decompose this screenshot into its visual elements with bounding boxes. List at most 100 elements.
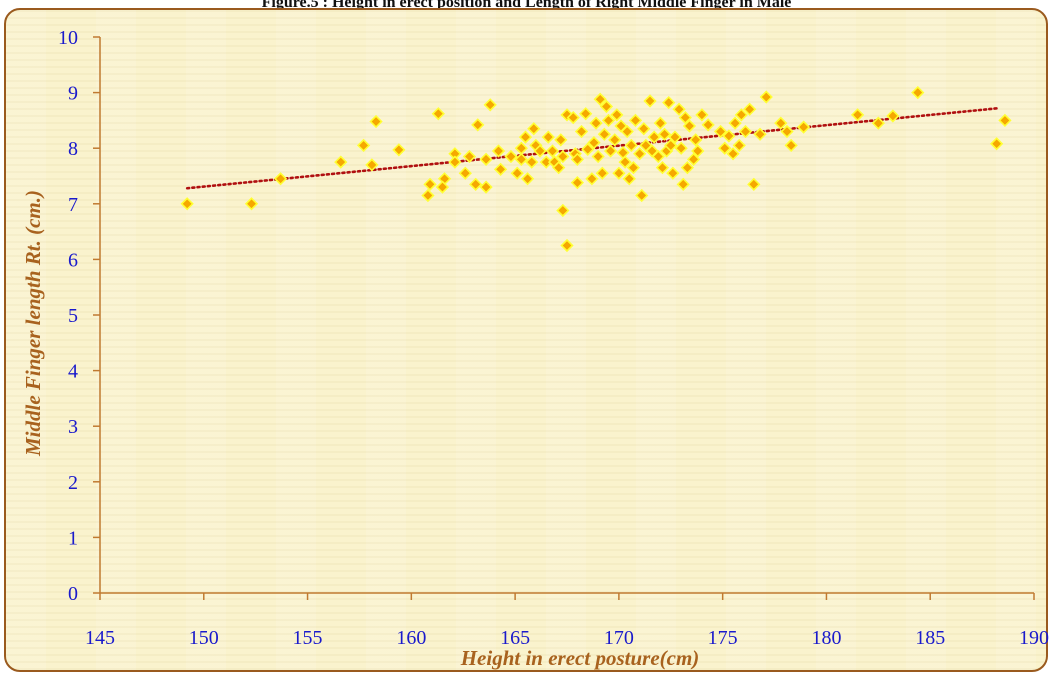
data-point	[886, 109, 900, 123]
data-point	[647, 130, 661, 144]
data-point	[392, 143, 406, 157]
data-point	[541, 130, 555, 144]
data-point	[533, 144, 547, 158]
data-point	[695, 108, 709, 122]
data-point	[479, 152, 493, 166]
data-point	[618, 155, 632, 169]
data-point	[612, 166, 626, 180]
data-point	[718, 141, 732, 155]
axes-group: 0 1 2 3 4 5 6 7 8 9 10 145 150 155 160 165 170 175 180 185 1…	[58, 27, 1049, 649]
data-point	[691, 144, 705, 158]
data-point	[552, 161, 566, 175]
x-tick-label: 150	[189, 627, 219, 649]
data-point	[356, 138, 371, 153]
data-point	[657, 127, 672, 141]
data-point	[570, 152, 585, 166]
data-point	[850, 108, 865, 122]
data-point	[334, 155, 348, 169]
data-point	[662, 95, 676, 110]
data-point	[514, 141, 528, 155]
data-point	[624, 138, 638, 153]
data-point	[701, 118, 715, 132]
data-point	[560, 238, 574, 253]
data-point	[603, 144, 618, 158]
data-point	[595, 166, 609, 180]
data-point	[244, 197, 259, 211]
data-point	[581, 142, 595, 156]
data-point	[734, 108, 748, 122]
data-point	[593, 92, 607, 106]
data-point	[527, 122, 541, 136]
data-point	[738, 124, 753, 139]
data-point	[635, 188, 649, 203]
data-point	[369, 114, 383, 129]
x-tick-label: 180	[811, 627, 841, 649]
data-point	[525, 155, 539, 169]
data-point	[722, 129, 736, 143]
data-point	[421, 188, 435, 203]
data-point	[365, 158, 379, 172]
data-point	[491, 144, 506, 158]
data-point	[911, 85, 925, 100]
data-point	[682, 119, 697, 133]
data-point	[674, 141, 688, 155]
data-point	[686, 152, 701, 166]
data-point	[585, 172, 599, 186]
data-point	[591, 149, 605, 164]
data-point	[273, 172, 288, 186]
data-point	[608, 133, 622, 147]
data-point	[672, 102, 686, 116]
data-point	[998, 113, 1012, 128]
data-point	[601, 113, 616, 128]
data-point	[871, 116, 885, 130]
data-point	[759, 90, 773, 104]
y-tick-label: 1	[68, 527, 78, 549]
data-point	[510, 166, 524, 180]
data-point	[556, 203, 570, 218]
data-point	[431, 107, 445, 121]
y-tick-label: 5	[68, 305, 78, 327]
data-point	[713, 124, 728, 139]
data-point	[435, 180, 450, 194]
data-point	[796, 120, 811, 134]
y-tick-label: 7	[68, 194, 78, 216]
data-point	[579, 107, 593, 121]
data-point	[622, 172, 636, 186]
data-point	[504, 149, 518, 164]
data-point	[620, 124, 634, 139]
y-tick-label: 9	[68, 83, 78, 105]
x-tick-label: 145	[85, 627, 115, 649]
x-axis-title: Height in erect posture(cm)	[460, 646, 700, 670]
y-tick-label: 2	[68, 472, 78, 494]
data-point	[680, 161, 695, 175]
data-point	[616, 146, 630, 160]
data-point	[743, 102, 757, 116]
data-point	[574, 124, 589, 139]
data-point	[678, 110, 692, 125]
data-point	[651, 149, 665, 164]
y-axis-title: Middle Finger length Rt. (cm.)	[21, 190, 45, 457]
data-point	[753, 127, 767, 141]
data-point	[643, 94, 657, 108]
x-tick-label: 175	[708, 627, 738, 649]
data-point	[728, 116, 742, 130]
data-point	[676, 177, 690, 191]
x-tick-label: 160	[396, 627, 426, 649]
data-point	[774, 116, 788, 130]
y-tick-label: 0	[68, 583, 78, 605]
x-tick-label: 170	[604, 627, 634, 649]
data-point	[628, 113, 643, 128]
data-point	[589, 116, 603, 130]
data-point	[653, 116, 668, 130]
data-point	[483, 98, 497, 112]
data-point	[566, 110, 580, 125]
data-point	[471, 118, 485, 132]
data-point	[597, 127, 611, 141]
x-tick-label: 185	[915, 627, 945, 649]
data-point	[570, 176, 585, 190]
data-point	[689, 133, 703, 147]
data-point	[469, 177, 483, 191]
data-point	[732, 138, 746, 153]
data-point	[423, 177, 437, 191]
data-point	[633, 147, 647, 161]
